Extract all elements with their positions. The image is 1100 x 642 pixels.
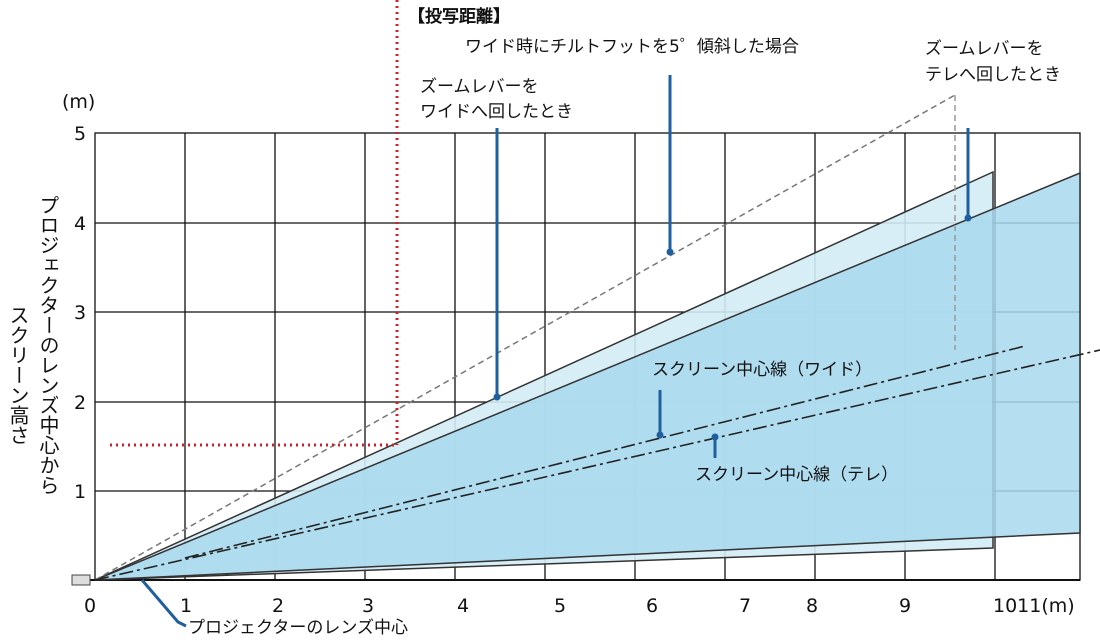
title: 【投写距離】 [408,6,510,27]
beams [71,94,1100,586]
x-tick-label: 4 [457,595,469,617]
tilt-line [94,94,956,581]
annotation: ワイドへ回したとき [420,102,573,122]
annotation: ズームレバーを [420,77,539,97]
annotation: ズームレバーを [925,39,1044,59]
y-axis-label: スクリーン高さ [6,305,30,445]
x-tick-label: 1011(m) [993,595,1075,617]
x-tick-label: 5 [554,595,566,617]
annotation: プロジェクターのレンズ中心 [188,618,408,638]
callout-dot [493,393,501,401]
x-tick-label: 1 [180,595,192,617]
tele-beam [94,171,1081,581]
x-tick-label: 7 [739,595,751,617]
projector-lens [71,574,91,586]
callout-dot [964,214,972,222]
callouts [140,75,972,628]
x-tick-label: 3 [362,595,374,617]
center-line-wide [184,345,1026,559]
labels: 【投写距離】 ワイド時にチルトフットを5゜傾斜した場合 ズームレバーを ワイドへ… [6,6,1075,638]
callout-dot [711,433,719,441]
annotation: スクリーン中心線（テレ） [695,465,898,485]
y-axis-label: プロジェクターのレンズ中心から [36,195,60,495]
annotation: ワイド時にチルトフットを5゜傾斜した場合 [465,37,799,57]
x-tick-label: 6 [646,595,658,617]
callout-line [140,579,187,628]
y-tick-label: 5 [74,123,86,145]
callout-dot [656,431,664,439]
y-tick-label: 2 [74,392,86,414]
annotation: テレへ回したとき [925,65,1061,85]
distance-marker [110,0,399,447]
x-tick-label: 2 [272,595,284,617]
y-unit: (m) [62,91,95,113]
x-tick-label: 0 [84,595,96,617]
x-tick-label: 9 [899,595,911,617]
annotation: スクリーン中心線（ワイド） [652,360,872,380]
y-tick-label: 1 [74,481,86,503]
callout-dot [666,248,674,256]
y-tick-label: 4 [74,213,86,235]
center-line-tele [94,349,1100,581]
x-tick-label: 8 [806,595,818,617]
y-tick-label: 3 [74,302,86,324]
